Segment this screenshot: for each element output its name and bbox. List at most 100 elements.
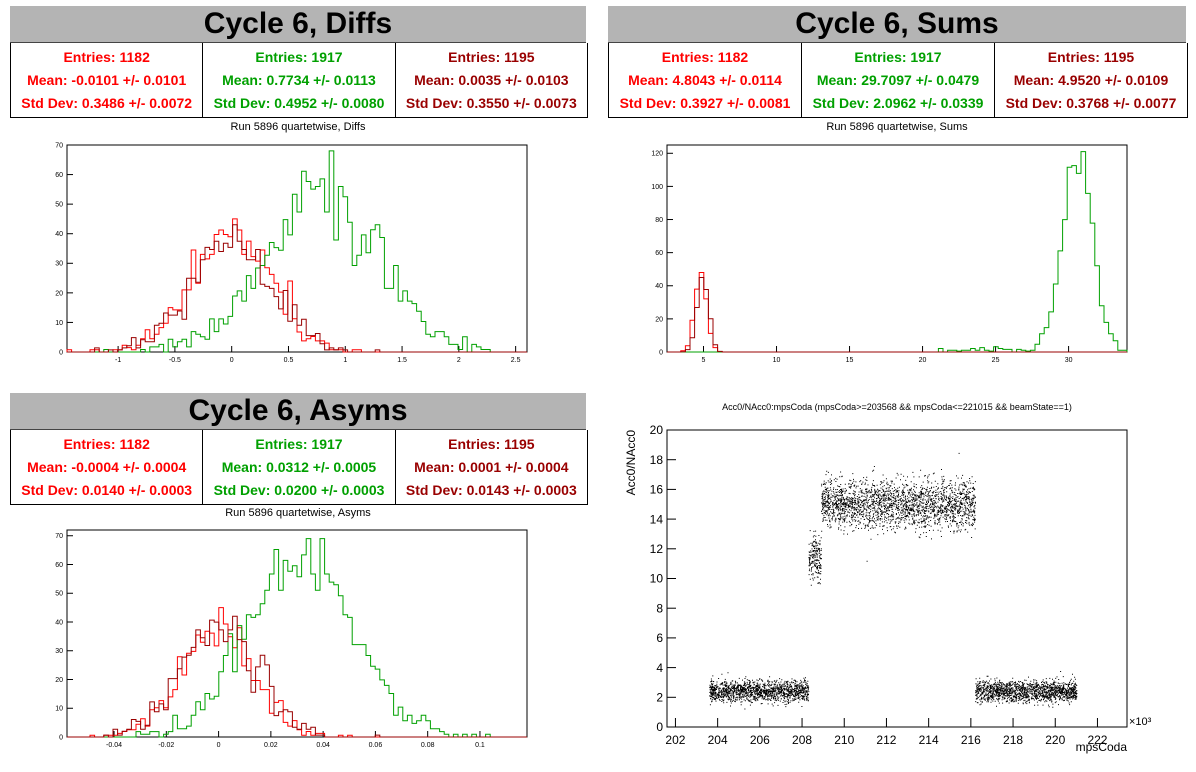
y-tick-label: 100 xyxy=(651,184,663,191)
stat-mean: Mean: -0.0101 +/- 0.0101 xyxy=(27,71,187,88)
y-tick-label: 10 xyxy=(650,572,664,586)
y-tick-label: 50 xyxy=(55,591,63,598)
y-tick-label: 0 xyxy=(659,349,663,356)
y-tick-label: 20 xyxy=(55,677,63,684)
scatter-segment-0 xyxy=(709,672,810,710)
sums-stats-series-c: Entries: 1195 Mean: 4.9520 +/- 0.0109 St… xyxy=(995,43,1187,117)
hist-series-2 xyxy=(667,277,1127,353)
y-tick-label: 8 xyxy=(656,601,663,615)
stat-entries: Entries: 1195 xyxy=(1047,48,1135,65)
stat-entries: Entries: 1182 xyxy=(63,48,150,65)
y-tick-label: 12 xyxy=(650,542,664,556)
diffs-hist-title: Run 5896 quartetwise, Diffs xyxy=(230,121,366,133)
asyms-stats-series-c: Entries: 1195 Mean: 0.0001 +/- 0.0004 St… xyxy=(396,430,587,504)
x-tick-label: 0.08 xyxy=(421,742,435,749)
x-tick-label: 218 xyxy=(1003,733,1023,747)
asyms-hist-title: Run 5896 quartetwise, Asyms xyxy=(225,507,371,519)
stat-entries: Entries: 1195 xyxy=(448,435,535,452)
x-tick-label: 0.04 xyxy=(316,742,330,749)
x-tick-label: 30 xyxy=(1065,357,1073,364)
scatter-points xyxy=(808,530,822,586)
y-tick-label: 0 xyxy=(656,720,663,734)
stat-mean: Mean: 0.0312 +/- 0.0005 xyxy=(221,458,377,475)
y-tick-label: 20 xyxy=(655,316,663,323)
y-tick-label: 10 xyxy=(55,706,63,713)
scatter-points xyxy=(975,671,1078,708)
scatter-points xyxy=(821,452,976,562)
x-tick-label: 206 xyxy=(750,733,770,747)
x-tick-label: 0.06 xyxy=(369,742,383,749)
x-tick-label: 0.5 xyxy=(284,357,294,364)
diffs-stats-series-b: Entries: 1917 Mean: 0.7734 +/- 0.0113 St… xyxy=(203,43,396,117)
x-tick-label: 0 xyxy=(217,742,221,749)
y-tick-label: 40 xyxy=(655,283,663,290)
x-tick-label: 220 xyxy=(1045,733,1065,747)
x-tick-label: 1.5 xyxy=(397,357,407,364)
stat-mean: Mean: -0.0004 +/- 0.0004 xyxy=(27,458,187,475)
y-tick-label: 0 xyxy=(59,349,63,356)
y-tick-label: 40 xyxy=(55,619,63,626)
asyms-panel-title: Cycle 6, Asyms xyxy=(10,393,586,430)
hist-series-1 xyxy=(667,151,1128,353)
stat-entries: Entries: 1917 xyxy=(255,48,343,65)
stat-entries: Entries: 1195 xyxy=(448,48,535,65)
plot-frame-0 xyxy=(66,144,528,353)
stat-std: Std Dev: 0.3486 +/- 0.0072 xyxy=(21,95,193,112)
scatter-title: Acc0/NAcc0:mpsCoda (mpsCoda>=203568 && m… xyxy=(722,402,1072,412)
stat-entries: Entries: 1182 xyxy=(63,435,150,452)
stat-std: Std Dev: 2.0962 +/- 0.0339 xyxy=(812,95,984,112)
x-tick-label: -0.02 xyxy=(158,742,174,749)
asyms-stats-box: Entries: 1182 Mean: -0.0004 +/- 0.0004 S… xyxy=(10,430,588,505)
stat-std: Std Dev: 0.0200 +/- 0.0003 xyxy=(213,482,385,499)
sums-hist-title: Run 5896 quartetwise, Sums xyxy=(826,121,968,133)
y-tick-label: 70 xyxy=(55,533,63,540)
y-tick-label: 70 xyxy=(55,142,63,149)
diffs-stats-series-c: Entries: 1195 Mean: 0.0035 +/- 0.0103 St… xyxy=(396,43,587,117)
y-tick-label: 20 xyxy=(55,290,63,297)
hist-series-0 xyxy=(67,607,527,738)
stat-entries: Entries: 1917 xyxy=(854,48,942,65)
y-tick-label: 80 xyxy=(655,217,663,224)
y-tick-label: 60 xyxy=(55,172,63,179)
x-axis-multiplier: ×10³ xyxy=(1129,716,1152,728)
y-tick-label: 14 xyxy=(650,512,664,526)
stat-entries: Entries: 1917 xyxy=(255,435,343,452)
x-tick-label: 222 xyxy=(1087,733,1107,747)
plot-frame-2 xyxy=(66,529,528,738)
stat-std: Std Dev: 0.4952 +/- 0.0080 xyxy=(213,95,385,112)
scatter-segment-2 xyxy=(821,452,976,562)
x-tick-label: 1 xyxy=(343,357,347,364)
stat-mean: Mean: 0.7734 +/- 0.0113 xyxy=(222,71,376,88)
x-tick-label: 2 xyxy=(457,357,461,364)
stat-entries: Entries: 1182 xyxy=(661,48,749,65)
y-tick-label: 10 xyxy=(55,320,63,327)
hist-series-2 xyxy=(67,224,527,353)
y-tick-label: 40 xyxy=(55,231,63,238)
scatter-segment-1 xyxy=(808,530,822,586)
x-tick-label: 208 xyxy=(792,733,812,747)
stat-mean: Mean: 29.7097 +/- 0.0479 xyxy=(816,71,980,88)
y-tick-label: 50 xyxy=(55,202,63,209)
hist-series-1 xyxy=(67,538,527,738)
y-tick-label: 30 xyxy=(55,261,63,268)
y-tick-label: 0 xyxy=(59,734,63,741)
y-tick-label: 2 xyxy=(656,691,663,705)
x-tick-label: 15 xyxy=(846,357,854,364)
x-tick-label: 210 xyxy=(834,733,854,747)
stat-std: Std Dev: 0.0143 +/- 0.0003 xyxy=(405,482,577,499)
y-tick-label: 6 xyxy=(656,631,663,645)
hist-series-0 xyxy=(66,218,527,353)
x-axis-label: mpsCoda xyxy=(1076,740,1128,754)
x-tick-label: 25 xyxy=(992,357,1000,364)
x-tick-label: 202 xyxy=(665,733,685,747)
x-tick-label: 20 xyxy=(919,357,927,364)
x-tick-label: -0.5 xyxy=(169,357,181,364)
x-tick-label: 10 xyxy=(773,357,781,364)
hist-series-1 xyxy=(67,150,527,353)
x-tick-label: 216 xyxy=(961,733,981,747)
x-tick-label: -1 xyxy=(115,357,121,364)
y-tick-label: 4 xyxy=(656,661,663,675)
stat-std: Std Dev: 0.3927 +/- 0.0081 xyxy=(619,95,791,112)
x-tick-label: 0.02 xyxy=(264,742,278,749)
